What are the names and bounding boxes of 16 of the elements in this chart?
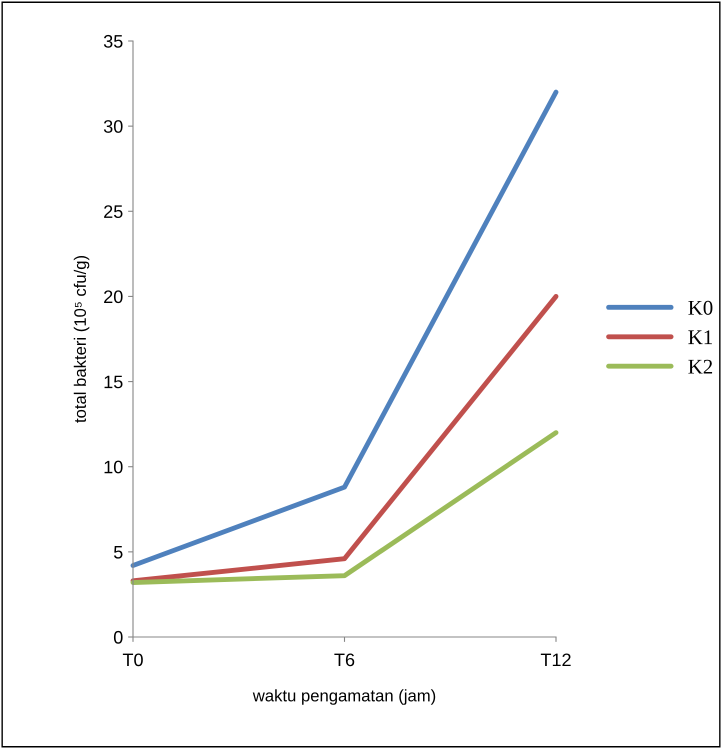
y-tick-label: 10 bbox=[104, 460, 123, 474]
legend-label: K1 bbox=[688, 330, 712, 344]
y-axis-title: total bakteri (10⁵ cfu/g) bbox=[74, 256, 90, 423]
x-tick-label: T12 bbox=[540, 653, 571, 666]
y-tick-label: 30 bbox=[104, 120, 123, 133]
y-tick-label: 5 bbox=[114, 546, 123, 559]
x-tick-label: T0 bbox=[122, 653, 143, 666]
legend-label: K2 bbox=[688, 360, 712, 374]
y-tick-label: 35 bbox=[104, 34, 123, 48]
x-axis-title: waktu pengamatan (jam) bbox=[252, 689, 436, 705]
y-tick-label: 20 bbox=[104, 290, 123, 304]
legend-label: K0 bbox=[688, 300, 712, 315]
y-tick-label: 25 bbox=[104, 205, 123, 218]
y-tick-label: 15 bbox=[104, 376, 123, 388]
x-tick-label: T6 bbox=[334, 653, 354, 666]
y-tick-label: 0 bbox=[114, 630, 123, 644]
